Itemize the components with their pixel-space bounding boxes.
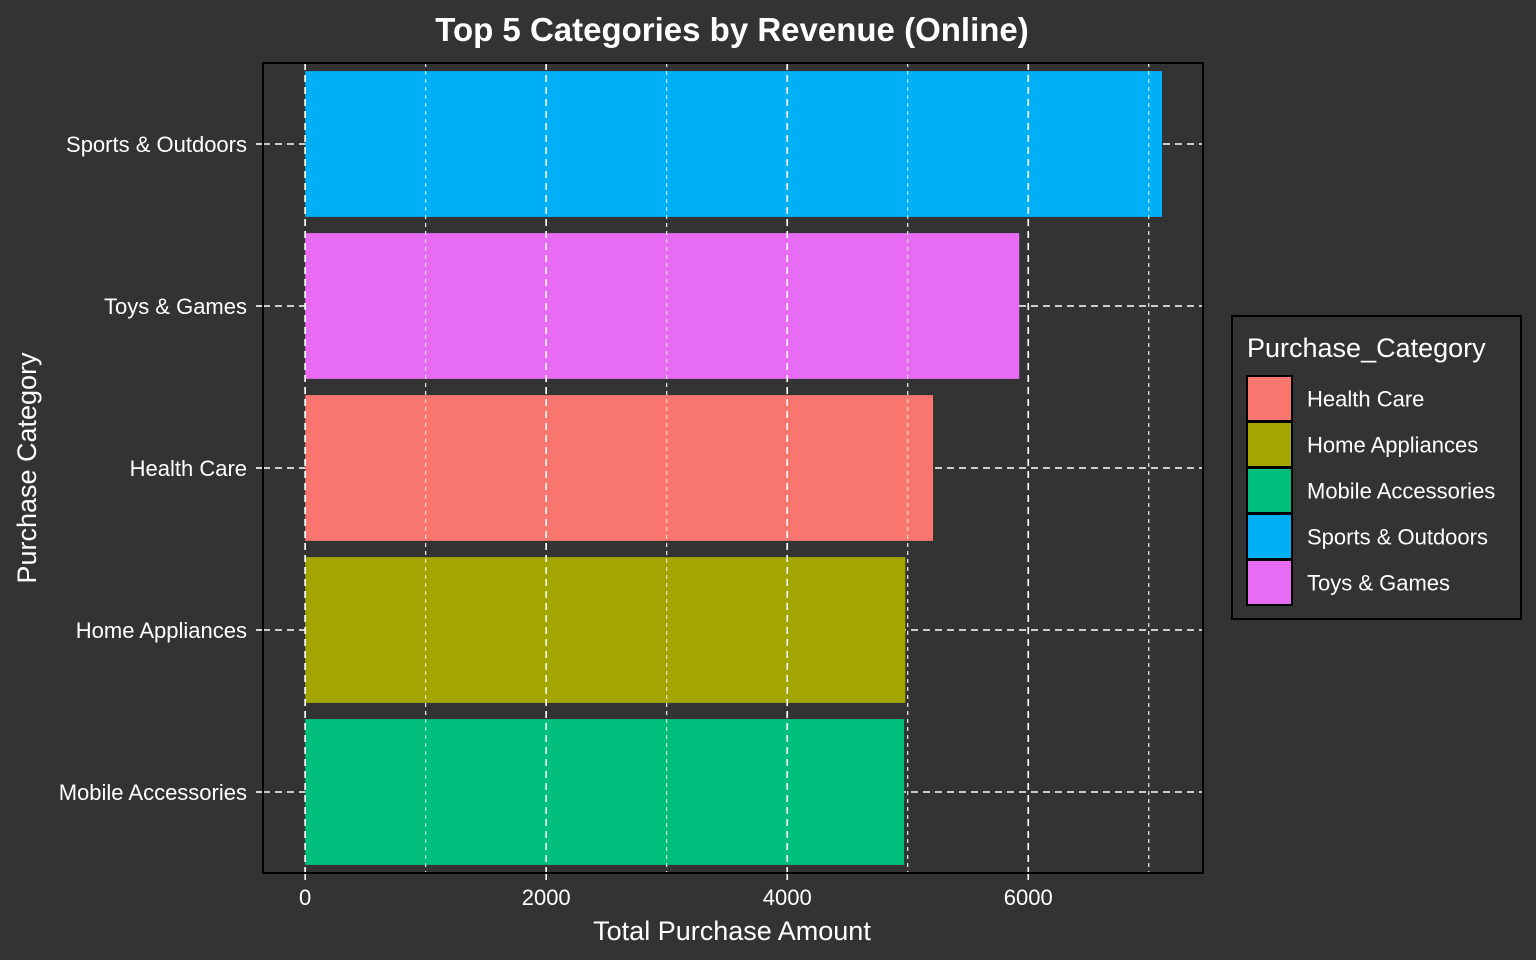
bar [305,395,934,541]
legend-label: Health Care [1307,387,1424,412]
plot-panel-border [262,62,1204,874]
legend-label: Sports & Outdoors [1307,525,1488,550]
legend-entries: Health Care Home Appliances Mobile Accesso… [1246,375,1495,606]
legend-label: Home Appliances [1307,433,1478,458]
legend-label: Toys & Games [1307,571,1450,596]
y-tick-label: Sports & Outdoors [66,132,247,157]
bar [305,557,906,703]
legend-key [1246,421,1293,468]
y-tick-label: Mobile Accessories [59,780,247,805]
y-tick-label: Home Appliances [76,618,247,643]
bars-layer [304,63,1163,873]
bar [305,233,1020,379]
bar [305,71,1163,217]
y-axis-title: Purchase Category [12,352,42,584]
y-tick-label: Health Care [130,456,247,481]
chart-title: Top 5 Categories by Revenue (Online) [435,11,1029,48]
bar [305,719,905,865]
x-axis-title: Total Purchase Amount [593,916,871,946]
y-tick-label: Toys & Games [104,294,247,319]
x-tick-label: 0 [299,885,311,910]
x-axis: 0 2000 4000 6000 [299,873,1053,910]
x-tick-label: 6000 [1004,885,1053,910]
legend-label: Mobile Accessories [1307,479,1495,504]
x-tick-label: 2000 [522,885,571,910]
x-tick-label: 4000 [763,885,812,910]
legend-key [1246,559,1293,606]
legend: Purchase_Category Health Care Home Applia… [1231,315,1522,620]
legend-key [1246,513,1293,560]
legend-title: Purchase_Category [1247,333,1486,363]
y-axis: Sports & Outdoors Toys & Games Health Care… [59,132,263,805]
legend-key [1246,375,1293,422]
legend-key [1246,467,1293,514]
